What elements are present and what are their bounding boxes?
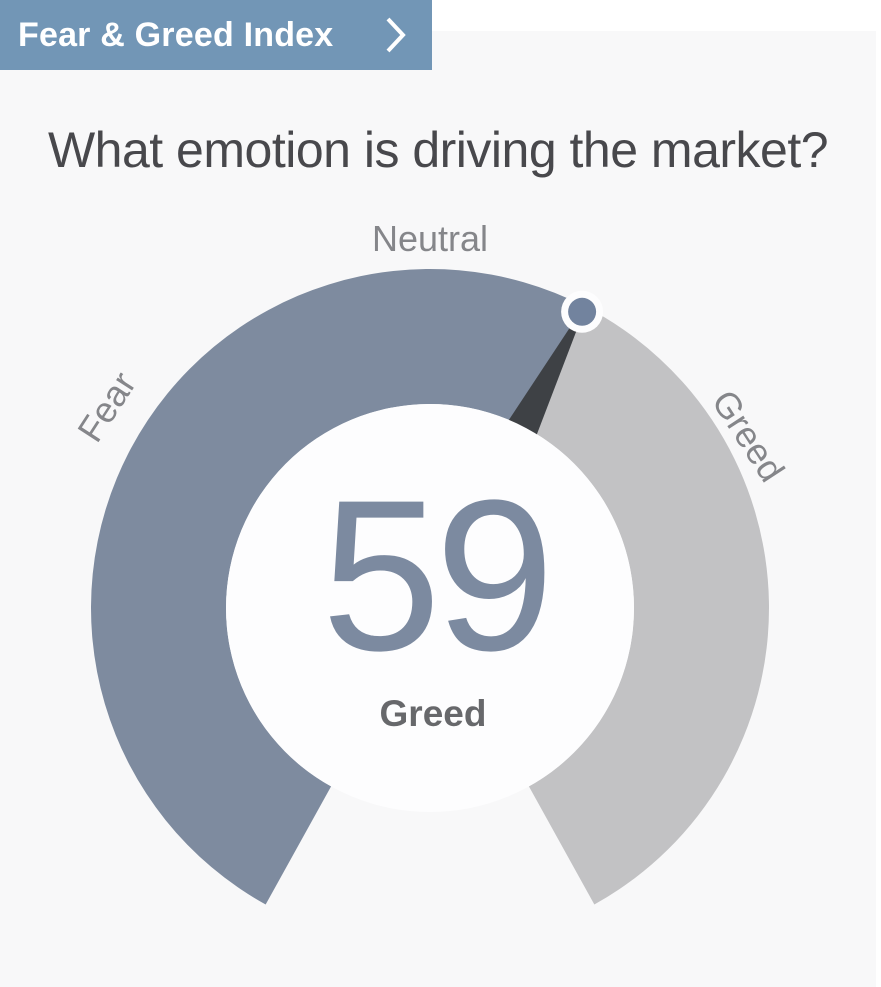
gauge-value-label: Greed (379, 693, 487, 734)
scale-label-neutral: Neutral (371, 218, 489, 259)
fear-greed-index-button[interactable]: Fear & Greed Index (0, 0, 432, 70)
gauge-inner-disc (226, 404, 634, 812)
gauge-value: 59 (321, 454, 554, 696)
page-title: What emotion is driving the market? (47, 122, 829, 178)
fear-greed-index-label: Fear & Greed Index (18, 15, 334, 54)
gauge-arc-filled (90, 268, 585, 905)
chevron-right-icon (386, 17, 406, 53)
gauge-arc-empty (523, 306, 769, 905)
gauge-knob (568, 297, 597, 326)
